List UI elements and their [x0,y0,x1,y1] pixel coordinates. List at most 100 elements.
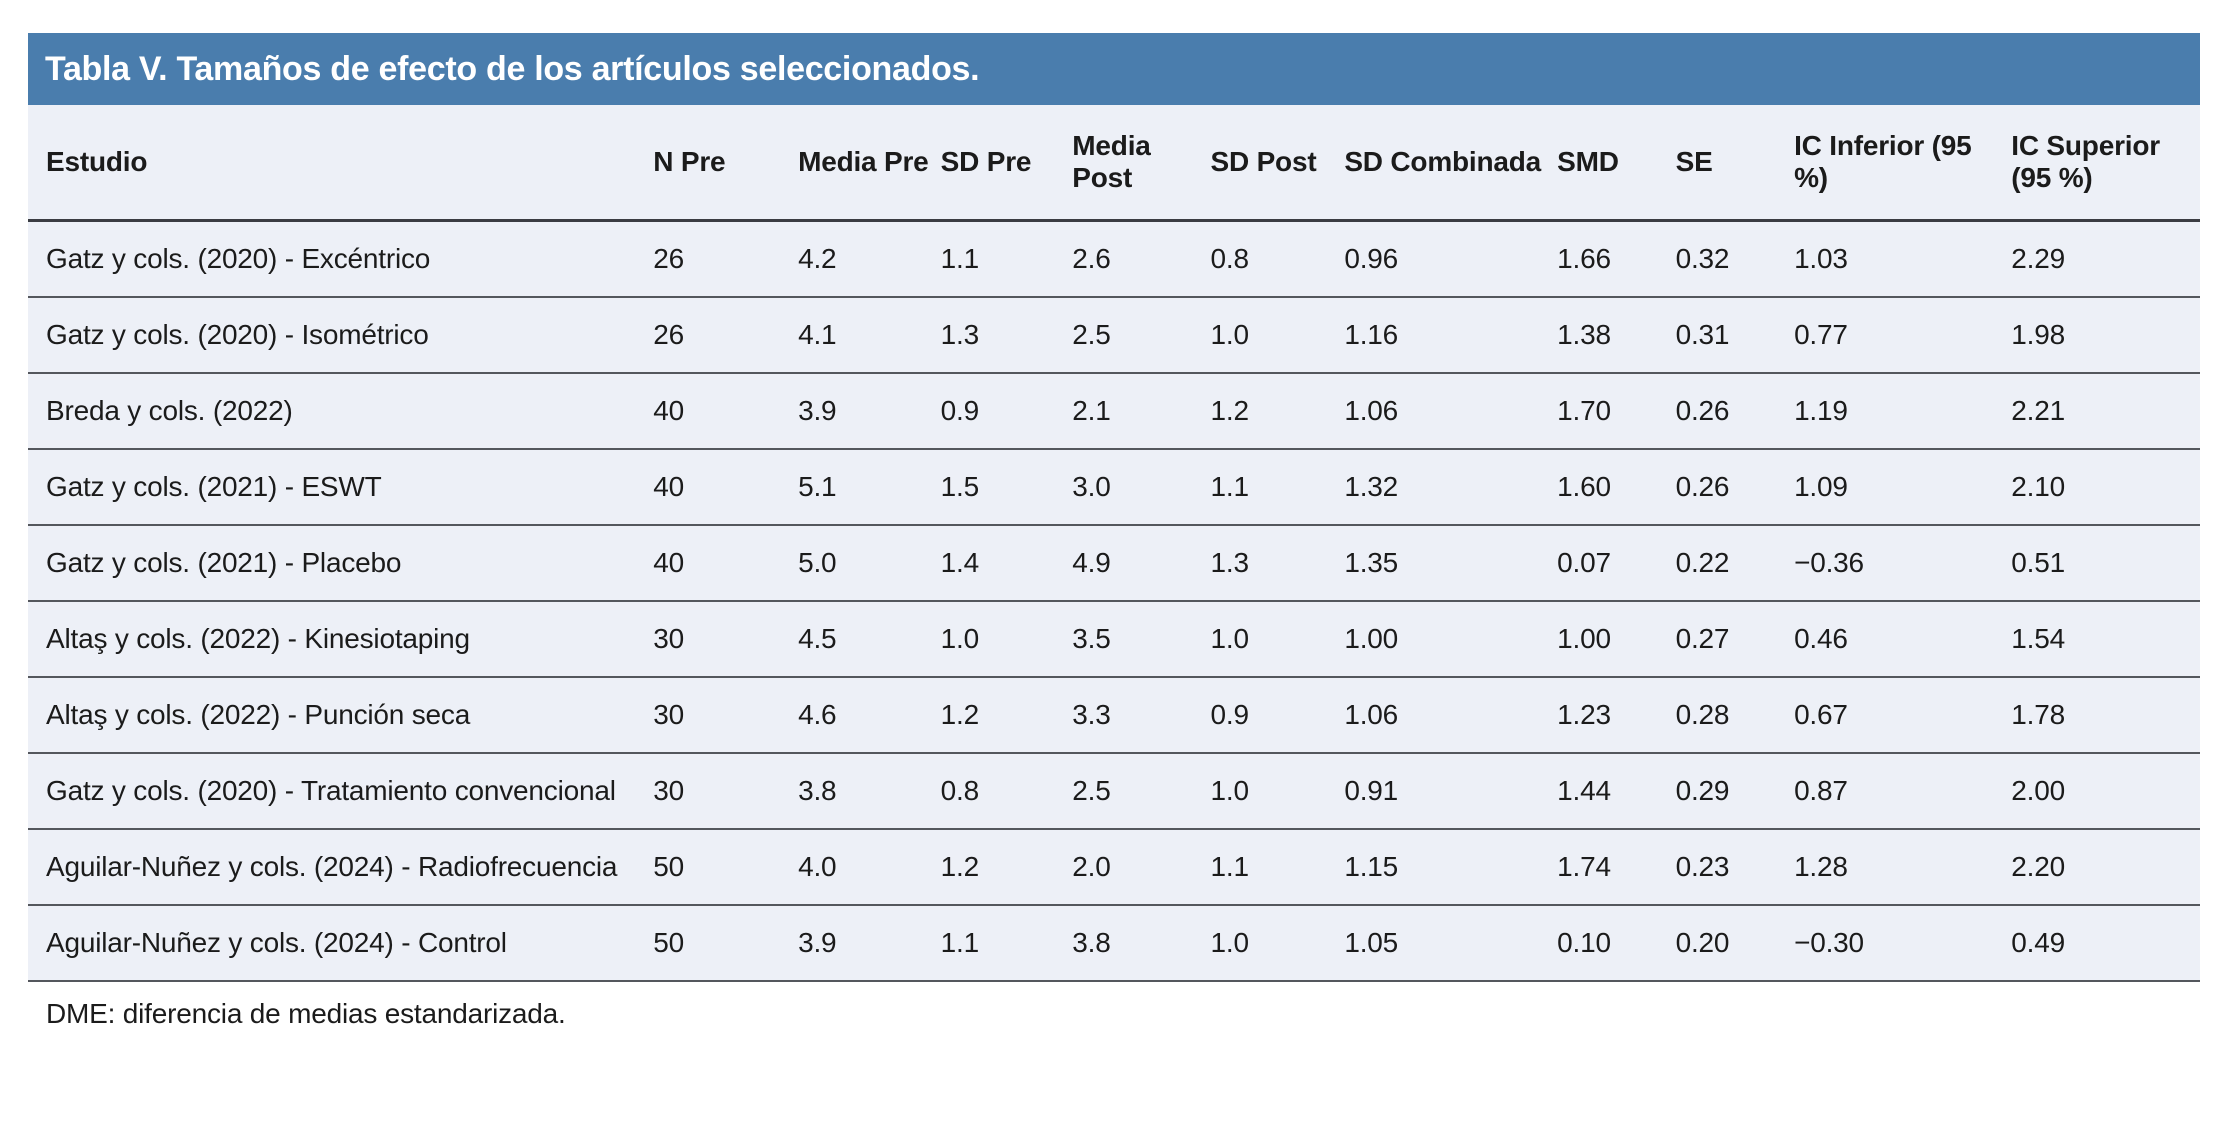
value-cell: 1.06 [1344,699,1399,730]
value-cell: 1.35 [1344,547,1399,578]
value-cell: 5.1 [798,471,837,502]
value-cell: 0.22 [1675,547,1730,578]
value-cell: 1.19 [1794,395,1848,426]
value-cell: 1.74 [1557,851,1611,882]
value-cell: 40 [653,395,685,426]
table-body: Gatz y cols. (2020) - Excéntrico 26 4.2 1.1… [28,221,2200,981]
value-cell: 1.0 [940,623,980,654]
value-cell: 30 [653,775,685,806]
value-cell: 0.67 [1794,699,1848,730]
value-cell: 2.29 [2011,243,2065,274]
value-cell: 1.2 [1210,395,1250,426]
value-cell: 1.09 [1794,471,1848,502]
value-cell: 1.60 [1557,471,1611,502]
value-cell: 5.0 [798,547,837,578]
value-cell: 3.9 [798,395,837,426]
table-row: Gatz y cols. (2020) - Excéntrico 26 4.2 1.1… [28,221,2200,297]
study-cell: Gatz y cols. (2020) - Isométrico [46,319,429,350]
value-cell: 0.26 [1675,395,1730,426]
value-cell: 3.0 [1072,471,1111,502]
value-cell: 3.9 [798,927,837,958]
value-cell: 1.3 [1210,547,1250,578]
value-cell: 1.38 [1557,319,1611,350]
study-cell: Aguilar-Nuñez y cols. (2024) - Control [46,927,507,958]
header-row: Estudio N Pre Media Pre SD Pre Media Pos… [28,105,2200,221]
value-cell: 1.70 [1557,395,1611,426]
value-cell: 0.77 [1794,319,1848,350]
value-cell: 4.2 [798,243,837,274]
column-header-sd-post: SD Post [1210,146,1317,177]
value-cell: 40 [653,471,685,502]
table-row: Gatz y cols. (2020) - Tratamiento conven… [28,753,2200,829]
value-cell: 0.49 [2011,927,2065,958]
value-cell: 0.9 [940,395,980,426]
table-row: Breda y cols. (2022) 40 3.9 0.9 2.1 1.2 1.06 1.… [28,373,2200,449]
value-cell: 0.32 [1675,243,1730,274]
value-cell: 26 [653,319,685,350]
column-header-sd-combinada: SD Combinada [1344,146,1542,177]
value-cell: 0.8 [1210,243,1250,274]
value-cell: 1.28 [1794,851,1848,882]
value-cell: −0.30 [1794,927,1864,958]
value-cell: 0.9 [1210,699,1250,730]
value-cell: 0.27 [1675,623,1730,654]
value-cell: 0.87 [1794,775,1848,806]
column-header-media-pre: Media Pre [798,146,929,177]
value-cell: 0.28 [1675,699,1730,730]
table-row: Aguilar-Nuñez y cols. (2024) - Control 50… [28,905,2200,981]
value-cell: 1.00 [1557,623,1611,654]
table-title-bar: Tabla V. Tamaños de efecto de los artícu… [28,33,2200,105]
table-row: Aguilar-Nuñez y cols. (2024) - Radiofrec… [28,829,2200,905]
table-row: Altaş y cols. (2022) - Punción seca 30 4.6… [28,677,2200,753]
value-cell: 0.10 [1557,927,1611,958]
value-cell: 0.07 [1557,547,1611,578]
value-cell: 4.1 [798,319,837,350]
value-cell: 2.5 [1072,775,1111,806]
value-cell: 4.6 [798,699,837,730]
study-cell: Gatz y cols. (2021) - ESWT [46,471,382,502]
table-row: Gatz y cols. (2021) - ESWT 40 5.1 1.5 3.0 1.1… [28,449,2200,525]
column-header-ic-superior: IC Superior (95 %) [2011,130,2160,193]
table-row: Altaş y cols. (2022) - Kinesiotaping 30 4.… [28,601,2200,677]
value-cell: 0.20 [1675,927,1730,958]
table-footnote: DME: diferencia de medias estandarizada. [28,982,2200,1030]
value-cell: 2.0 [1072,851,1111,882]
value-cell: 0.91 [1344,775,1399,806]
value-cell: 30 [653,623,685,654]
value-cell: 1.98 [2011,319,2065,350]
value-cell: 1.16 [1344,319,1399,350]
study-cell: Aguilar-Nuñez y cols. (2024) - Radiofrec… [46,851,618,882]
value-cell: 50 [653,851,685,882]
value-cell: 4.5 [798,623,837,654]
value-cell: 1.0 [1210,623,1250,654]
value-cell: 1.78 [2011,699,2065,730]
value-cell: 1.15 [1344,851,1399,882]
column-header-n-pre: N Pre [653,146,726,177]
value-cell: 0.96 [1344,243,1399,274]
value-cell: 2.6 [1072,243,1111,274]
value-cell: 2.5 [1072,319,1111,350]
value-cell: 0.46 [1794,623,1848,654]
value-cell: 0.51 [2011,547,2065,578]
value-cell: 1.44 [1557,775,1611,806]
value-cell: 30 [653,699,685,730]
table-title: Tabla V. Tamaños de efecto de los artícu… [45,49,980,88]
study-cell: Altaş y cols. (2022) - Punción seca [46,699,471,730]
value-cell: 1.05 [1344,927,1399,958]
value-cell: 1.3 [940,319,980,350]
value-cell: 3.8 [798,775,837,806]
value-cell: 40 [653,547,685,578]
column-header-media-post: Media Post [1072,130,1151,193]
value-cell: 2.00 [2011,775,2065,806]
value-cell: 3.3 [1072,699,1111,730]
value-cell: 4.0 [798,851,837,882]
value-cell: 0.8 [940,775,980,806]
effect-sizes-table-container: Tabla V. Tamaños de efecto de los artícu… [28,33,2200,1030]
value-cell: 1.1 [1210,471,1250,502]
value-cell: 3.5 [1072,623,1111,654]
value-cell: 1.23 [1557,699,1611,730]
value-cell: 50 [653,927,685,958]
value-cell: 1.32 [1344,471,1399,502]
value-cell: 2.20 [2011,851,2065,882]
column-header-se: SE [1675,146,1713,177]
